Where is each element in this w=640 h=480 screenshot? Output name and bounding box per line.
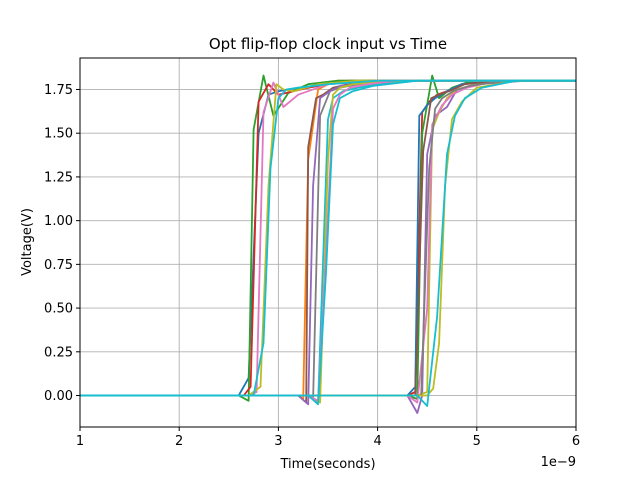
x-tick-label: 6 — [572, 434, 580, 449]
x-tick-label: 2 — [175, 434, 183, 449]
axis-ticks: 1 2 3 4 5 6 0.00 0.25 0.50 0.75 1.00 1.25 1.50 1.75 — [44, 83, 580, 449]
y-tick-label: 1.50 — [44, 127, 73, 142]
x-tick-label: 1 — [76, 434, 84, 449]
y-tick-label: 1.25 — [44, 170, 73, 185]
x-tick-label: 5 — [473, 434, 481, 449]
y-tick-label: 0.75 — [44, 258, 73, 273]
series-line-23 — [80, 79, 576, 406]
x-tick-label: 4 — [373, 434, 381, 449]
y-tick-label: 1.75 — [44, 83, 73, 98]
y-tick-label: 1.00 — [44, 214, 73, 229]
x-tick-label: 3 — [274, 434, 282, 449]
y-tick-label: 0.25 — [44, 345, 73, 360]
series-line-20 — [80, 79, 576, 402]
y-axis-label: Voltage(V) — [20, 208, 35, 276]
y-tick-label: 0.50 — [44, 302, 73, 317]
y-tick-label: 0.00 — [44, 389, 73, 404]
series-lines — [80, 74, 576, 414]
x-offset-label: 1e−9 — [541, 455, 576, 470]
x-axis-label: Time(seconds) — [279, 457, 375, 472]
series-line-24 — [80, 79, 576, 407]
series-line-22 — [80, 79, 576, 397]
chart-title: Opt flip-flop clock input vs Time — [209, 35, 447, 53]
plot-frame — [79, 57, 577, 428]
